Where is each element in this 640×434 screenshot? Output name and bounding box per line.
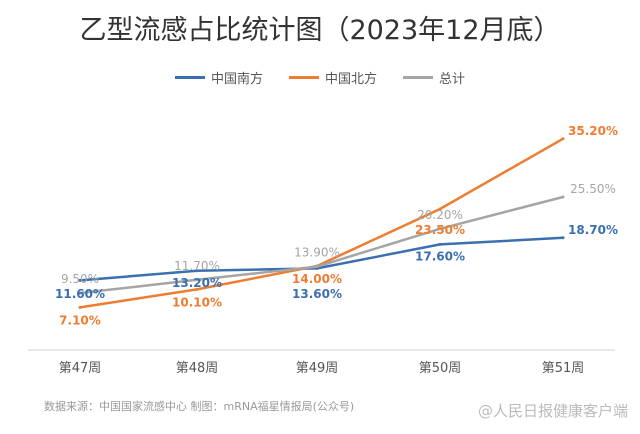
data-point	[195, 278, 199, 282]
data-label: 13.60%	[292, 287, 342, 301]
data-label: 9.50%	[61, 272, 99, 286]
data-label: 18.70%	[568, 223, 618, 237]
x-tick-label: 第50周	[419, 361, 462, 376]
legend-swatch	[403, 76, 433, 79]
data-point	[561, 195, 565, 199]
chart-title: 乙型流感占比统计图（2023年12月底）	[79, 15, 561, 46]
data-label: 14.00%	[292, 272, 342, 286]
legend-item-north: 中国北方	[288, 68, 377, 87]
data-label: 23.50%	[415, 223, 465, 237]
data-point	[195, 287, 199, 291]
data-point	[438, 227, 442, 231]
data-label: 35.20%	[568, 124, 618, 138]
data-point	[438, 242, 442, 246]
data-point	[78, 305, 82, 309]
data-label: 13.20%	[172, 276, 222, 290]
data-point	[561, 236, 565, 240]
data-point	[195, 269, 199, 273]
watermark: @人民日报健康客户端	[477, 402, 628, 420]
x-tick-label: 第49周	[296, 361, 339, 376]
x-tick-label: 第51周	[542, 361, 585, 376]
legend-item-south: 中国南方	[174, 68, 263, 87]
legend-item-total: 总计	[403, 68, 465, 87]
data-label: 11.60%	[55, 287, 105, 301]
data-label: 11.70%	[174, 259, 220, 273]
data-label: 20.20%	[417, 208, 463, 222]
legend-label: 中国北方	[324, 72, 377, 87]
legend-label: 总计	[439, 72, 466, 87]
x-tick-label: 第47周	[59, 361, 102, 376]
data-label: 10.10%	[172, 295, 222, 309]
legend-label: 中国南方	[210, 72, 263, 87]
data-point	[78, 278, 82, 282]
legend-swatch	[174, 76, 205, 79]
data-label: 17.60%	[415, 249, 465, 263]
source-note: 数据来源：中国国家流感中心 制图：mRNA福星情报局(公众号)	[44, 400, 355, 413]
data-label: 25.50%	[570, 182, 616, 196]
data-label: 7.10%	[59, 313, 101, 327]
x-tick-label: 第48周	[176, 361, 219, 376]
data-point	[561, 137, 565, 141]
legend: 中国南方 中国北方 总计	[0, 68, 640, 87]
data-point	[315, 265, 319, 269]
data-label: 13.90%	[294, 246, 340, 260]
legend-swatch	[288, 76, 319, 79]
data-point	[438, 207, 442, 211]
data-point	[78, 291, 82, 295]
